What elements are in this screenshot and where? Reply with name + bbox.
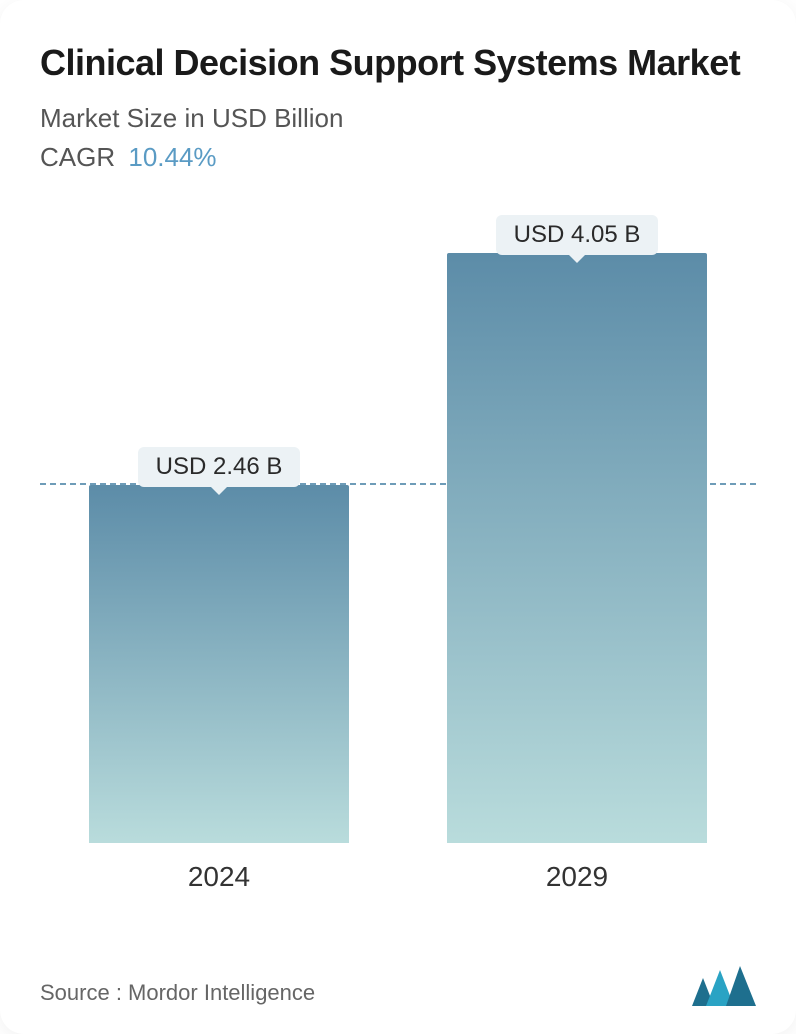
bars-container: USD 2.46 B USD 4.05 B bbox=[40, 203, 756, 843]
chart-title: Clinical Decision Support Systems Market bbox=[40, 40, 756, 85]
cagr-row: CAGR 10.44% bbox=[40, 142, 756, 173]
bar-group-2024: USD 2.46 B bbox=[79, 447, 359, 843]
source-text: Source : Mordor Intelligence bbox=[40, 980, 315, 1006]
bar-2024 bbox=[89, 485, 349, 843]
chart-card: Clinical Decision Support Systems Market… bbox=[0, 0, 796, 1034]
brand-logo-icon bbox=[692, 966, 756, 1006]
bar-2029 bbox=[447, 253, 707, 843]
x-axis-labels: 2024 2029 bbox=[40, 861, 756, 893]
cagr-value: 10.44% bbox=[128, 142, 216, 172]
x-label-2024: 2024 bbox=[79, 861, 359, 893]
footer: Source : Mordor Intelligence bbox=[40, 966, 756, 1006]
chart-area: USD 2.46 B USD 4.05 B bbox=[40, 203, 756, 843]
cagr-label: CAGR bbox=[40, 142, 115, 172]
value-badge: USD 4.05 B bbox=[496, 215, 659, 255]
bar-group-2029: USD 4.05 B bbox=[437, 215, 717, 843]
chart-subtitle: Market Size in USD Billion bbox=[40, 103, 756, 134]
value-badge: USD 2.46 B bbox=[138, 447, 301, 487]
x-label-2029: 2029 bbox=[437, 861, 717, 893]
